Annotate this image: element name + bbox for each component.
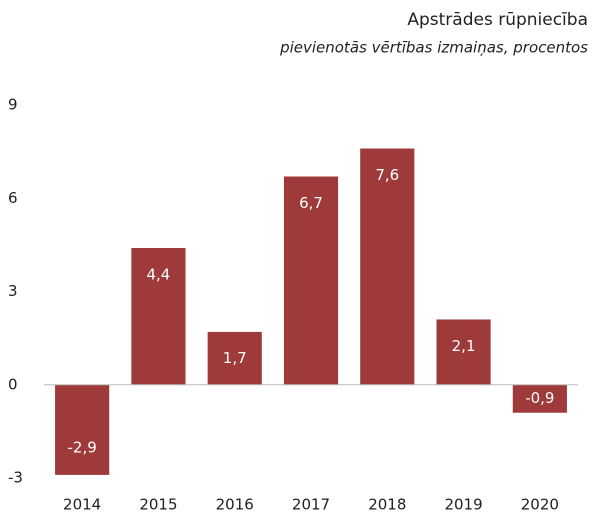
x-tick-label: 2016: [216, 496, 254, 514]
bar: [131, 247, 186, 385]
value-label: 7,6: [375, 166, 399, 184]
y-tick-label: 6: [8, 189, 18, 207]
y-tick-label: 0: [8, 375, 18, 393]
value-label: -0,9: [525, 389, 554, 407]
value-label: 4,4: [146, 265, 170, 283]
x-tick-label: 2015: [139, 496, 177, 514]
bar: [207, 331, 262, 385]
x-tick-label: 2014: [63, 496, 101, 514]
x-tick-label: 2020: [521, 496, 559, 514]
value-label: 2,1: [452, 337, 476, 355]
y-tick-label: -3: [8, 469, 23, 487]
chart-title: Apstrādes rūpniecība: [407, 10, 588, 30]
bar: [283, 176, 339, 385]
x-tick-label: 2019: [444, 496, 482, 514]
chart-subtitle: pievienotās vērtības izmaiņas, procentos: [279, 39, 588, 57]
bar: [55, 384, 110, 475]
bar: [360, 148, 415, 385]
bar: [512, 384, 567, 413]
value-label: -2,9: [68, 438, 97, 456]
value-label: 6,7: [299, 194, 323, 212]
y-tick-label: 9: [8, 96, 18, 114]
x-tick-label: 2017: [292, 496, 330, 514]
x-tick-label: 2018: [368, 496, 406, 514]
y-tick-label: 3: [8, 282, 18, 300]
bar: [436, 319, 491, 385]
value-label: 1,7: [223, 349, 247, 367]
